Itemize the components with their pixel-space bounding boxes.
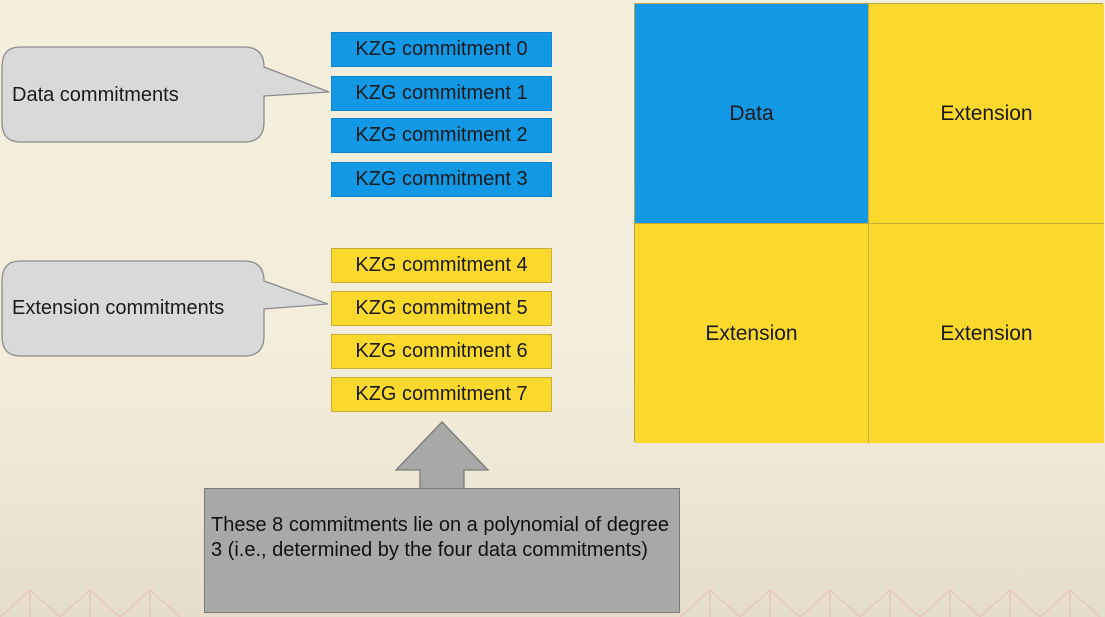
decorative-pattern bbox=[0, 589, 1101, 617]
grid-cell-extension-top-right: Extension bbox=[869, 4, 1104, 224]
polynomial-note: These 8 commitments lie on a polynomial … bbox=[204, 488, 680, 613]
kzg-commitment-0: KZG commitment 0 bbox=[331, 32, 552, 67]
data-extension-grid: Data Extension Extension Extension bbox=[634, 3, 1104, 443]
data-commitments-callout bbox=[1, 46, 330, 143]
kzg-commitment-4: KZG commitment 4 bbox=[331, 248, 552, 283]
kzg-commitment-3: KZG commitment 3 bbox=[331, 162, 552, 197]
grid-cell-extension-bottom-left: Extension bbox=[635, 224, 869, 443]
grid-cell-data: Data bbox=[635, 4, 869, 224]
kzg-commitment-2: KZG commitment 2 bbox=[331, 118, 552, 153]
grid-cell-extension-bottom-right: Extension bbox=[869, 224, 1104, 443]
kzg-commitment-5: KZG commitment 5 bbox=[331, 291, 552, 326]
extension-commitments-callout bbox=[1, 260, 329, 357]
kzg-commitment-6: KZG commitment 6 bbox=[331, 334, 552, 369]
kzg-commitment-7: KZG commitment 7 bbox=[331, 377, 552, 412]
extension-commitments-label: Extension commitments bbox=[12, 297, 225, 319]
up-arrow-icon bbox=[394, 421, 490, 491]
kzg-commitment-1: KZG commitment 1 bbox=[331, 76, 552, 111]
data-commitments-label: Data commitments bbox=[12, 84, 179, 106]
polynomial-note-text: These 8 commitments lie on a polynomial … bbox=[211, 514, 670, 561]
